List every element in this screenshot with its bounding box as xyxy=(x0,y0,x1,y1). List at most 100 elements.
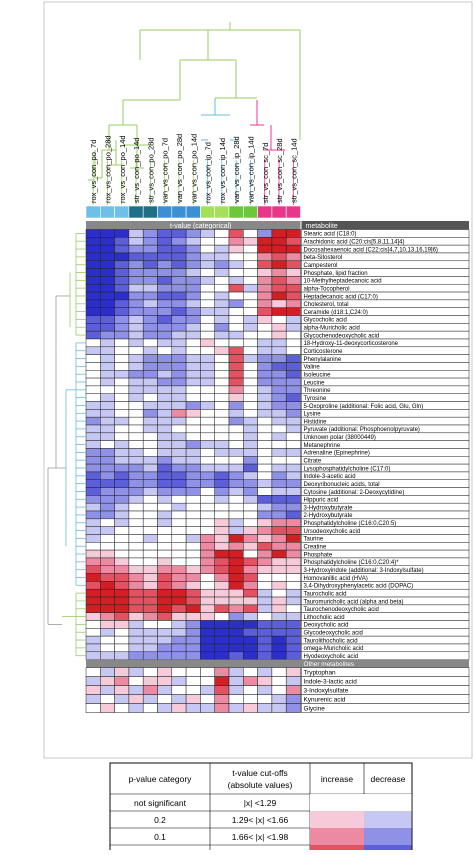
heatmap-cell xyxy=(228,534,244,543)
heatmap-cell xyxy=(157,448,173,457)
heatmap-cell xyxy=(171,370,187,379)
heatmap-cell xyxy=(185,643,201,653)
heatmap-cell xyxy=(114,299,130,308)
heatmap-cell xyxy=(228,596,244,606)
heatmap-cell xyxy=(257,518,273,527)
heatmap-cell xyxy=(171,416,187,426)
heatmap-cell xyxy=(228,694,244,704)
heatmap-cell xyxy=(257,643,273,653)
legend-pvalue: 0.2 xyxy=(154,815,166,825)
heatmap-cell xyxy=(171,685,187,695)
legend-pvalue: not significant xyxy=(134,798,187,808)
metabolite-label: Phenylalanine xyxy=(304,357,342,363)
metabolite-label-cell xyxy=(301,542,470,551)
heatmap-cell xyxy=(185,276,201,285)
heatmap-cell xyxy=(100,685,115,695)
heatmap-cell xyxy=(100,385,115,394)
heatmap-cell xyxy=(157,260,173,269)
heatmap-cell xyxy=(85,479,101,488)
heatmap-cell xyxy=(85,471,101,480)
heatmap-cell xyxy=(257,440,273,449)
heatmap-cell xyxy=(200,612,215,621)
heatmap-cell xyxy=(100,346,115,355)
heatmap-cell xyxy=(157,463,173,473)
heatmap-cell xyxy=(85,588,101,598)
heatmap-cell xyxy=(185,307,201,316)
heatmap-cell xyxy=(157,362,173,371)
heatmap-cell xyxy=(128,667,144,677)
heatmap-cell xyxy=(243,495,258,504)
heatmap-cell xyxy=(214,685,230,695)
heatmap-cell xyxy=(271,510,287,520)
column-group-bar xyxy=(100,205,115,219)
heatmap-cell xyxy=(128,581,144,590)
heatmap-cell xyxy=(114,685,130,695)
heatmap-cell xyxy=(271,244,287,254)
heatmap-cell xyxy=(85,456,101,465)
heatmap-cell xyxy=(271,557,287,567)
heatmap-cell xyxy=(285,377,301,387)
heatmap-cell xyxy=(171,703,187,713)
heatmap-cell xyxy=(285,252,301,262)
heatmap-cell xyxy=(214,276,230,285)
heatmap-cell xyxy=(200,416,215,426)
heatmap-cell xyxy=(128,694,144,704)
heatmap-cell xyxy=(185,252,201,262)
heatmap-cell xyxy=(100,323,115,332)
heatmap-cell xyxy=(128,518,144,527)
metabolite-label: Phosphatidylcholine (C16:0,C20:4)* xyxy=(304,560,400,566)
heatmap-cell xyxy=(271,534,287,543)
heatmap-cell xyxy=(114,440,130,449)
heatmap-cell xyxy=(171,651,187,660)
heatmap-cell xyxy=(171,471,187,480)
heatmap-cell xyxy=(171,479,187,488)
heatmap-cell xyxy=(200,409,215,418)
column-group-bar xyxy=(257,205,273,219)
heatmap-cell xyxy=(271,628,287,637)
heatmap-cell xyxy=(171,526,187,535)
heatmap-cell xyxy=(114,307,130,316)
heatmap-cell xyxy=(214,651,230,660)
heatmap-cell xyxy=(157,581,173,590)
heatmap-cell xyxy=(243,252,258,262)
heatmap-cell xyxy=(171,401,187,410)
heatmap-cell xyxy=(128,448,144,457)
heatmap-cell xyxy=(85,510,101,520)
heatmap-cell xyxy=(200,557,215,567)
heatmap-cell xyxy=(185,510,201,520)
heatmap-cell xyxy=(157,338,173,348)
heatmap-cell xyxy=(128,612,144,621)
heatmap-cell xyxy=(128,268,144,277)
heatmap-cell xyxy=(100,635,115,645)
heatmap-cell xyxy=(243,534,258,543)
heatmap-cell xyxy=(157,299,173,308)
heatmap-cell xyxy=(271,315,287,324)
heatmap-cell xyxy=(185,432,201,441)
heatmap-cell xyxy=(114,409,130,418)
heatmap-cell xyxy=(243,432,258,441)
heatmap-cell xyxy=(100,534,115,543)
heatmap-cell xyxy=(200,346,215,355)
heatmap-cell xyxy=(243,268,258,277)
metabolite-label: 18-Hydroxy-11-deoxycorticosterone xyxy=(304,341,399,347)
heatmap-cell xyxy=(271,354,287,363)
heatmap-cell xyxy=(243,479,258,488)
heatmap-cell xyxy=(214,596,230,606)
metabolite-label: Adrenaline (Epinephrine) xyxy=(304,451,370,457)
heatmap-cell xyxy=(100,676,115,686)
heatmap-cell xyxy=(214,581,230,590)
heatmap-cell xyxy=(85,252,101,262)
heatmap-cell xyxy=(243,549,258,559)
heatmap-cell xyxy=(142,676,158,686)
heatmap-cell xyxy=(257,651,273,660)
heatmap-cell xyxy=(285,237,301,246)
heatmap-cell xyxy=(257,573,273,582)
metabolite-label: omega-Muricholic acid xyxy=(304,646,364,652)
heatmap-cell xyxy=(285,495,301,504)
heatmap-cell xyxy=(185,416,201,426)
metabolite-label: Stearic acid (C18:0) xyxy=(304,232,357,238)
heatmap-cell xyxy=(157,416,173,426)
heatmap-cell xyxy=(271,694,287,704)
heatmap-cell xyxy=(228,370,244,379)
metabolite-label: Lysine xyxy=(304,412,322,418)
